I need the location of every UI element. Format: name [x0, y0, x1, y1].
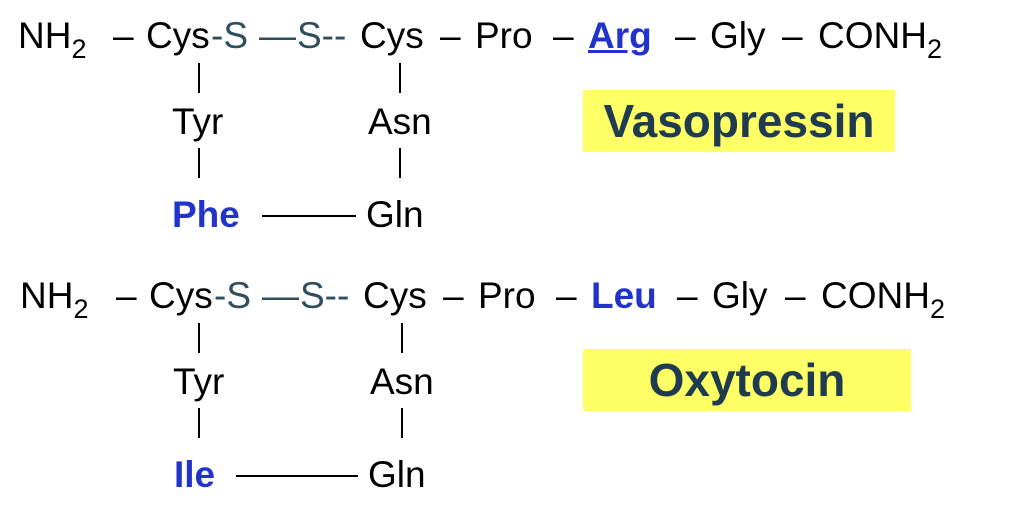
residue-leu: Leu	[591, 275, 657, 316]
sulfur-2: S--	[300, 275, 350, 316]
residue-pro: Pro	[478, 275, 536, 316]
bond-line	[401, 323, 403, 353]
bond-line	[401, 408, 403, 438]
sulfur-1: -S	[211, 15, 248, 56]
bond-dash: –	[785, 275, 806, 316]
residue-arg: Arg	[588, 15, 652, 56]
vasopressin-structure: NH2 – Cys -S — S-- Cys – Pro – Arg – Gly…	[18, 15, 942, 235]
disulfide-bond: —	[262, 275, 299, 316]
c-terminus: CONH2	[818, 15, 942, 64]
residue-ile: Ile	[174, 454, 216, 495]
residue-pro: Pro	[475, 15, 533, 56]
residue-asn: Asn	[368, 101, 432, 142]
bond-dash: –	[113, 15, 134, 56]
bond-line	[236, 475, 358, 477]
bond-line	[399, 148, 401, 178]
vasopressin-label: Vasopressin	[583, 90, 895, 152]
residue-tyr: Tyr	[173, 361, 225, 402]
bond-dash: –	[556, 275, 577, 316]
n-terminus: NH2	[18, 15, 87, 64]
residue-cys-6: Cys	[360, 15, 424, 56]
bond-dash: –	[116, 275, 137, 316]
sulfur-1: -S	[214, 275, 251, 316]
c-terminus: CONH2	[821, 275, 945, 324]
oxytocin-structure: NH2 – Cys -S — S-- Cys – Pro – Leu – Gly…	[0, 260, 1012, 525]
bond-dash: –	[675, 15, 696, 56]
residue-asn: Asn	[370, 361, 434, 402]
n-terminus: NH2	[20, 275, 89, 324]
residue-cys-6: Cys	[363, 275, 427, 316]
bond-dash: –	[677, 275, 698, 316]
residue-gly: Gly	[710, 15, 766, 56]
residue-cys-1: Cys	[149, 275, 213, 316]
disulfide-bond: —	[259, 15, 296, 56]
bond-dash: –	[440, 15, 461, 56]
residue-gln: Gln	[368, 454, 426, 495]
residue-phe: Phe	[172, 194, 240, 235]
residue-gly: Gly	[712, 275, 768, 316]
bond-dash: –	[553, 15, 574, 56]
bond-line	[198, 408, 200, 438]
bond-line	[198, 148, 200, 178]
bond-line	[198, 63, 200, 93]
bond-line	[262, 215, 356, 217]
residue-cys-1: Cys	[146, 15, 210, 56]
bond-line	[399, 63, 401, 93]
residue-gln: Gln	[366, 194, 424, 235]
oxytocin-label: Oxytocin	[583, 349, 911, 411]
bond-dash: –	[443, 275, 464, 316]
bond-dash: –	[782, 15, 803, 56]
residue-tyr: Tyr	[172, 101, 224, 142]
bond-line	[198, 323, 200, 353]
sulfur-2: S--	[297, 15, 347, 56]
